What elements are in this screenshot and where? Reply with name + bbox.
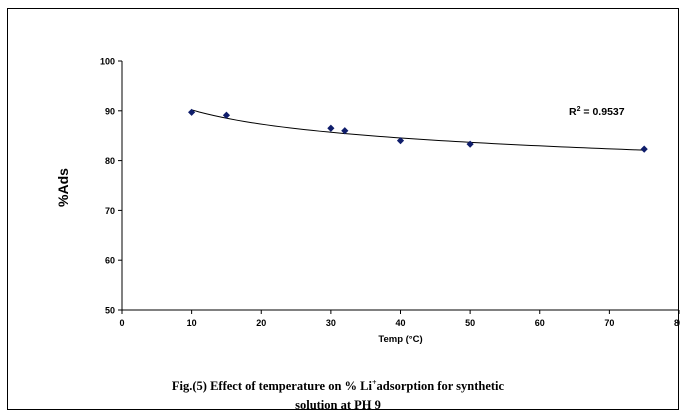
caption-line1-suffix: adsorption for synthetic	[376, 379, 505, 394]
y-tick-label: 60	[105, 256, 115, 266]
data-point	[188, 108, 196, 116]
y-axis-title: %Ads	[55, 168, 71, 207]
x-tick-label: 50	[465, 318, 475, 328]
y-tick-label: 80	[105, 156, 115, 166]
y-tick-label: 90	[105, 106, 115, 116]
y-tick-label: 50	[105, 306, 115, 316]
x-tick-label: 10	[187, 318, 197, 328]
chart-frame: 50 60 70 80 90 100 0 10 20 30 40 50 60 70 80 Temp (°C)%…	[7, 8, 680, 412]
caption-line1-prefix: Fig.(5) Effect of temperature on % Li	[171, 379, 372, 394]
x-tick-label: 70	[604, 318, 614, 328]
figure-caption: Fig.(5) Effect of temperature on % Li+ad…	[108, 373, 568, 415]
chart-axes	[118, 60, 680, 314]
r-squared-label: R2 = 0.9537	[569, 106, 625, 118]
x-tick-label: 30	[326, 318, 336, 328]
y-tick-label: 70	[105, 206, 115, 216]
x-tick-label: 20	[256, 318, 266, 328]
y-tick-label: 100	[100, 57, 115, 67]
data-point	[396, 137, 405, 145]
x-tick-label: 60	[535, 318, 545, 328]
data-point	[466, 140, 474, 148]
x-tick-label: 40	[395, 318, 405, 328]
x-axis-title: Temp (°C)	[378, 334, 422, 345]
scatter-chart: 50 60 70 80 90 100 0 10 20 30 40 50 60 70 80 Temp (°C)%…	[55, 57, 680, 346]
data-point	[640, 145, 648, 153]
chart-labels: 50 60 70 80 90 100 0 10 20 30 40 50 60 70 80 Temp (°C)%…	[55, 57, 680, 346]
data-point	[222, 111, 231, 119]
data-point	[327, 124, 335, 132]
chart-marks	[188, 108, 648, 153]
caption-line2: solution at PH 9	[295, 398, 381, 413]
x-tick-label: 0	[119, 318, 124, 328]
x-tick-label: 80	[674, 318, 680, 328]
trendline	[191, 109, 645, 151]
caption-line1-sup: +	[371, 378, 377, 387]
